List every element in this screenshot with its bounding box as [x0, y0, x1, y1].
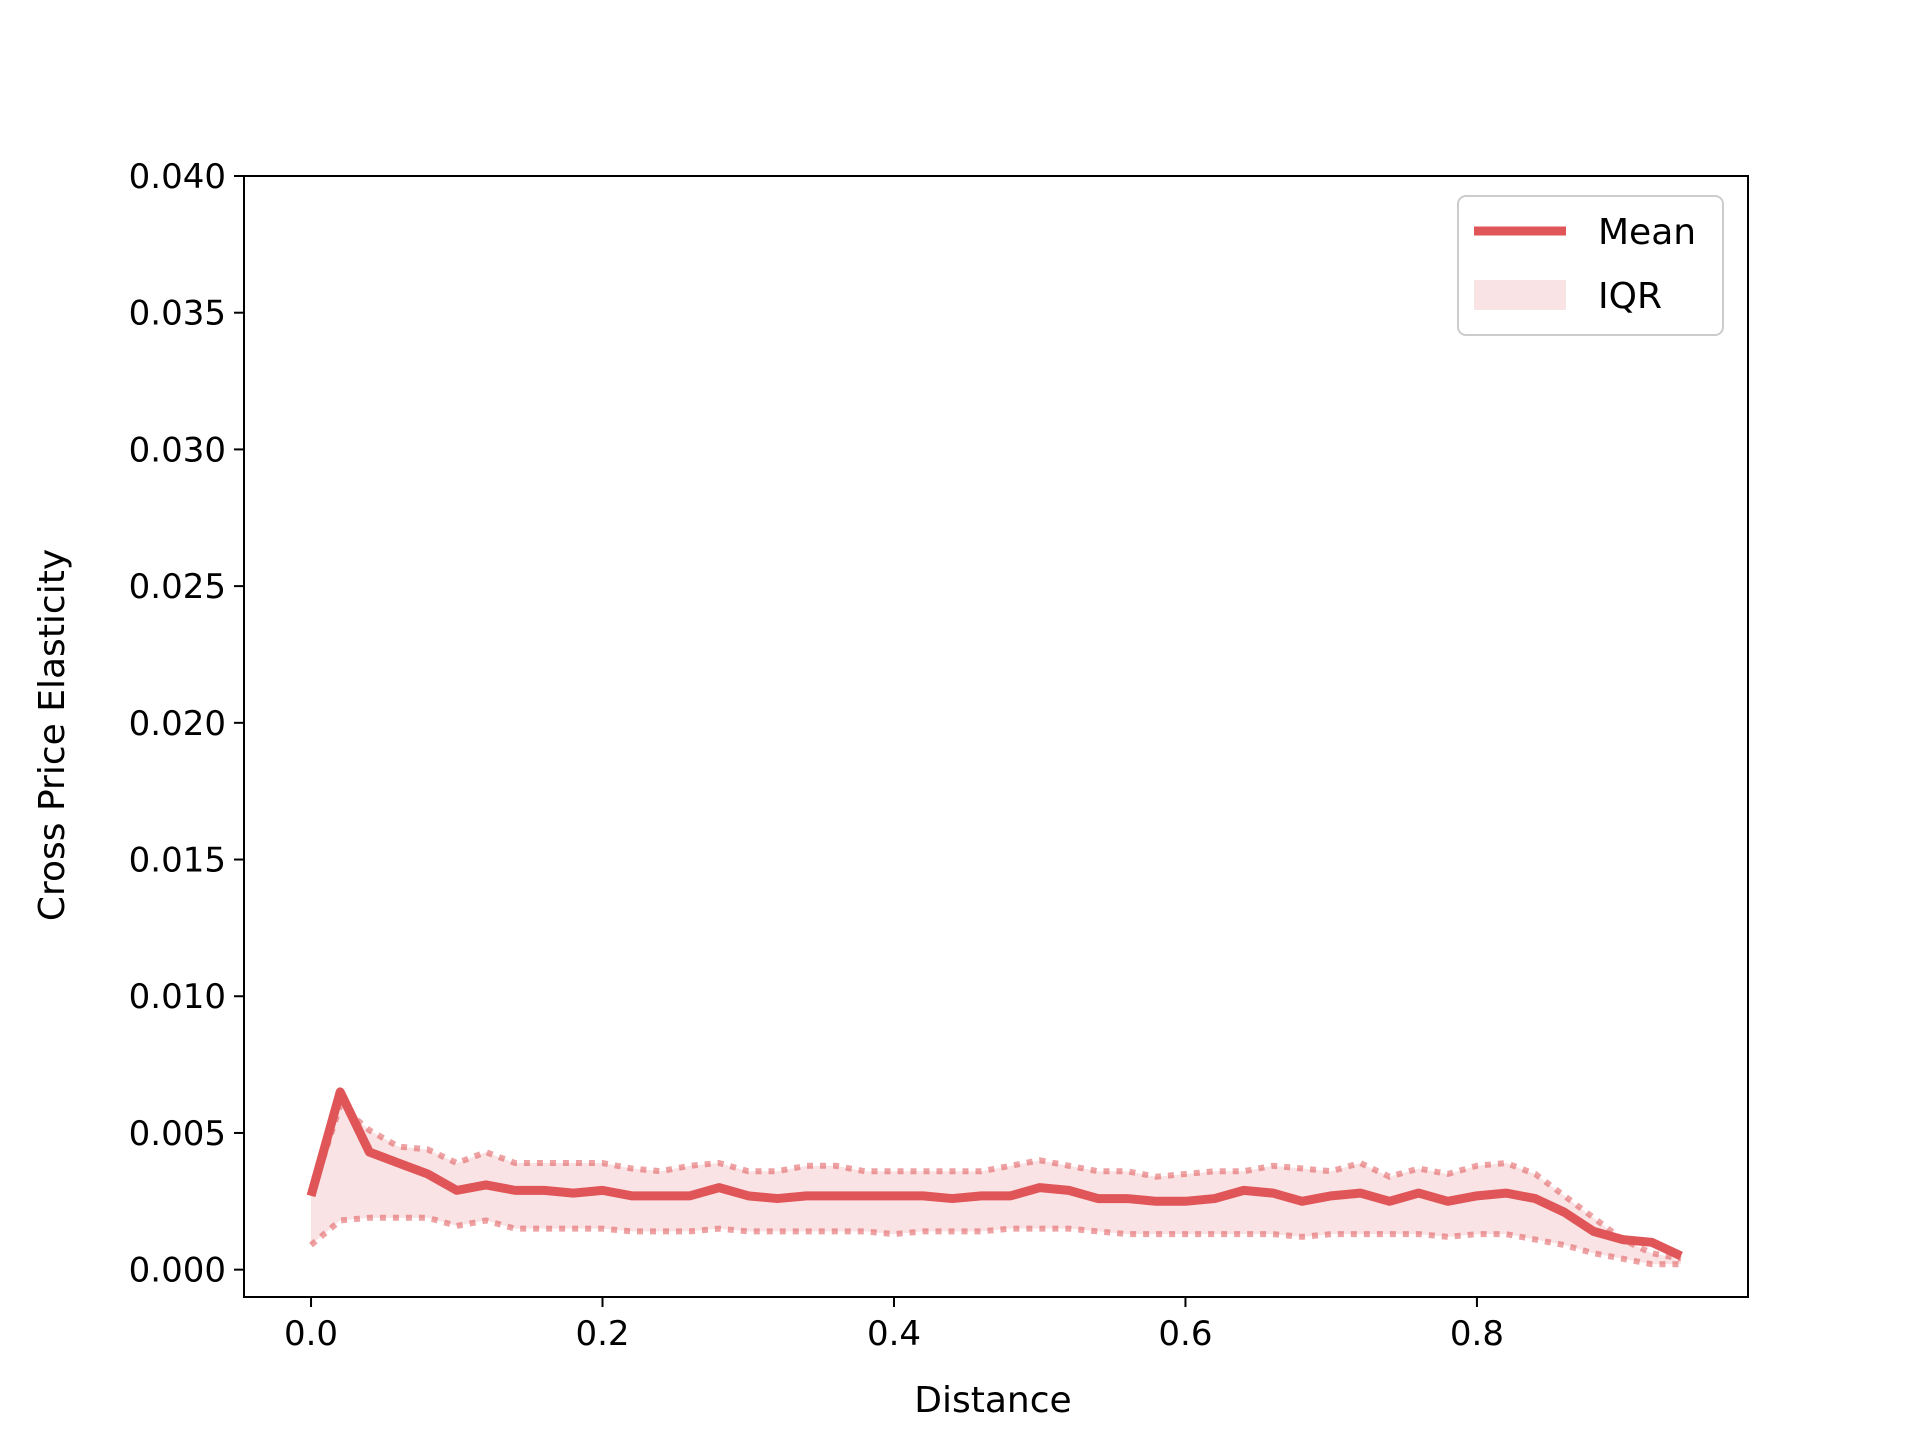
x-tick-label: 0.0 [284, 1314, 338, 1354]
y-tick-label: 0.015 [129, 841, 226, 881]
y-tick-label: 0.010 [129, 977, 226, 1017]
x-tick-label: 0.6 [1158, 1314, 1212, 1354]
plot-frame [243, 175, 1749, 1298]
y-tick-label: 0.000 [129, 1251, 226, 1291]
y-tick-label: 0.040 [129, 157, 226, 197]
y-axis-label: Cross Price Elasticity [32, 549, 73, 921]
iqr-upper-line [308, 1100, 1682, 1262]
x-tick-label: 0.8 [1450, 1314, 1504, 1354]
x-tick-label: 0.4 [867, 1314, 921, 1354]
legend-mean-label: Mean [1598, 212, 1696, 253]
y-tick-label: 0.020 [129, 704, 226, 744]
y-tick-label: 0.035 [129, 294, 226, 334]
y-tick-label: 0.030 [129, 430, 226, 470]
y-tick-label: 0.025 [129, 567, 226, 607]
iqr-band [311, 1105, 1681, 1265]
x-tick-label: 0.2 [575, 1314, 629, 1354]
mean-line [306, 1087, 1683, 1261]
axes-layer: 0.0 0.2 0.4 0.6 0.8 0.000 0.005 0.010 0.015 0.020… [129, 157, 1749, 1354]
y-tick-label: 0.005 [129, 1114, 226, 1154]
legend: Mean IQR [1457, 195, 1724, 336]
x-axis-label: Distance [914, 1380, 1071, 1421]
legend-iqr-swatch [1474, 280, 1566, 310]
legend-iqr-label: IQR [1598, 276, 1662, 317]
plot-layer [306, 1087, 1683, 1268]
